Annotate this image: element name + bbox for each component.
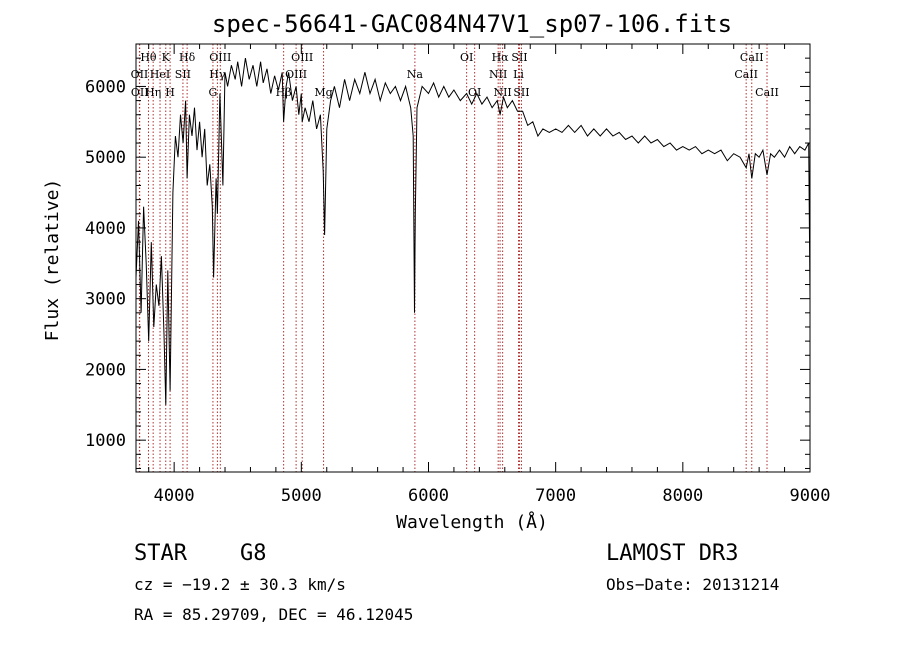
redshift-cz: cz = −19.2 ± 30.3 km/s xyxy=(134,575,346,594)
y-axis-ticks: 1000 2000 3000 4000 5000 6000 xyxy=(85,57,810,469)
plot-frame xyxy=(135,43,811,473)
line-label-19: Hα xyxy=(492,51,510,64)
line-label-20: NII xyxy=(489,68,507,81)
line-label-24: SII xyxy=(513,86,529,99)
spectral-line-markers xyxy=(138,44,768,472)
line-label-22: SII xyxy=(511,51,527,64)
line-label-10: Hγ xyxy=(209,68,226,81)
line-label-13: OIII xyxy=(285,68,307,81)
flux-series-line xyxy=(135,58,811,405)
line-label-17: OI xyxy=(460,51,473,64)
coordinates: RA = 85.29709, DEC = 46.12045 xyxy=(134,605,413,624)
line-label-14: Hβ xyxy=(276,86,292,99)
line-label-12: OIII xyxy=(291,51,313,64)
x-tick-label-5: 9000 xyxy=(790,486,831,506)
object-class: STAR xyxy=(134,541,188,566)
x-tick-label-4: 8000 xyxy=(662,486,703,506)
line-label-23: Li xyxy=(513,68,524,81)
object-subclass: G8 xyxy=(240,541,267,566)
line-label-7: H xyxy=(165,86,175,99)
x-tick-label-1: 5000 xyxy=(281,486,322,506)
x-tick-label-3: 7000 xyxy=(535,486,576,506)
line-label-5: K xyxy=(162,51,171,64)
line-label-11: G xyxy=(209,86,218,99)
x-tick-label-0: 4000 xyxy=(154,486,195,506)
y-tick-label-3: 4000 xyxy=(85,219,126,239)
line-label-8: Hδ xyxy=(179,51,196,64)
survey-name: LAMOST DR3 xyxy=(606,541,738,566)
y-tick-label-4: 5000 xyxy=(85,148,126,168)
line-label-6: SII xyxy=(175,68,191,81)
line-label-21: NII xyxy=(493,86,511,99)
y-tick-label-0: 1000 xyxy=(85,431,126,451)
line-label-26: CaII xyxy=(740,51,764,64)
line-label-3: Hη xyxy=(145,86,161,99)
x-axis-label: Wavelength (Å) xyxy=(396,511,548,533)
chart-title: spec-56641-GAC084N47V1_sp07-106.fits xyxy=(212,10,732,38)
x-tick-label-2: 6000 xyxy=(408,486,449,506)
line-label-25: CaII xyxy=(734,68,758,81)
line-label-0: Hθ xyxy=(140,51,157,64)
line-label-9: OIII xyxy=(209,51,231,64)
line-label-27: CaII xyxy=(755,86,779,99)
y-tick-label-1: 2000 xyxy=(85,360,126,380)
observation-date: Obs−Date: 20131214 xyxy=(606,575,779,594)
x-axis-ticks: 4000 5000 6000 7000 8000 9000 xyxy=(148,44,831,506)
y-tick-label-2: 3000 xyxy=(85,290,126,310)
line-label-15: Mg xyxy=(314,86,332,99)
line-label-4: HeI xyxy=(150,68,170,81)
line-label-1: OII xyxy=(131,68,149,81)
y-axis-label: Flux (relative) xyxy=(42,179,63,342)
line-label-2: OII xyxy=(131,86,149,99)
line-label-16: Na xyxy=(407,68,424,81)
y-tick-label-5: 6000 xyxy=(85,77,126,97)
